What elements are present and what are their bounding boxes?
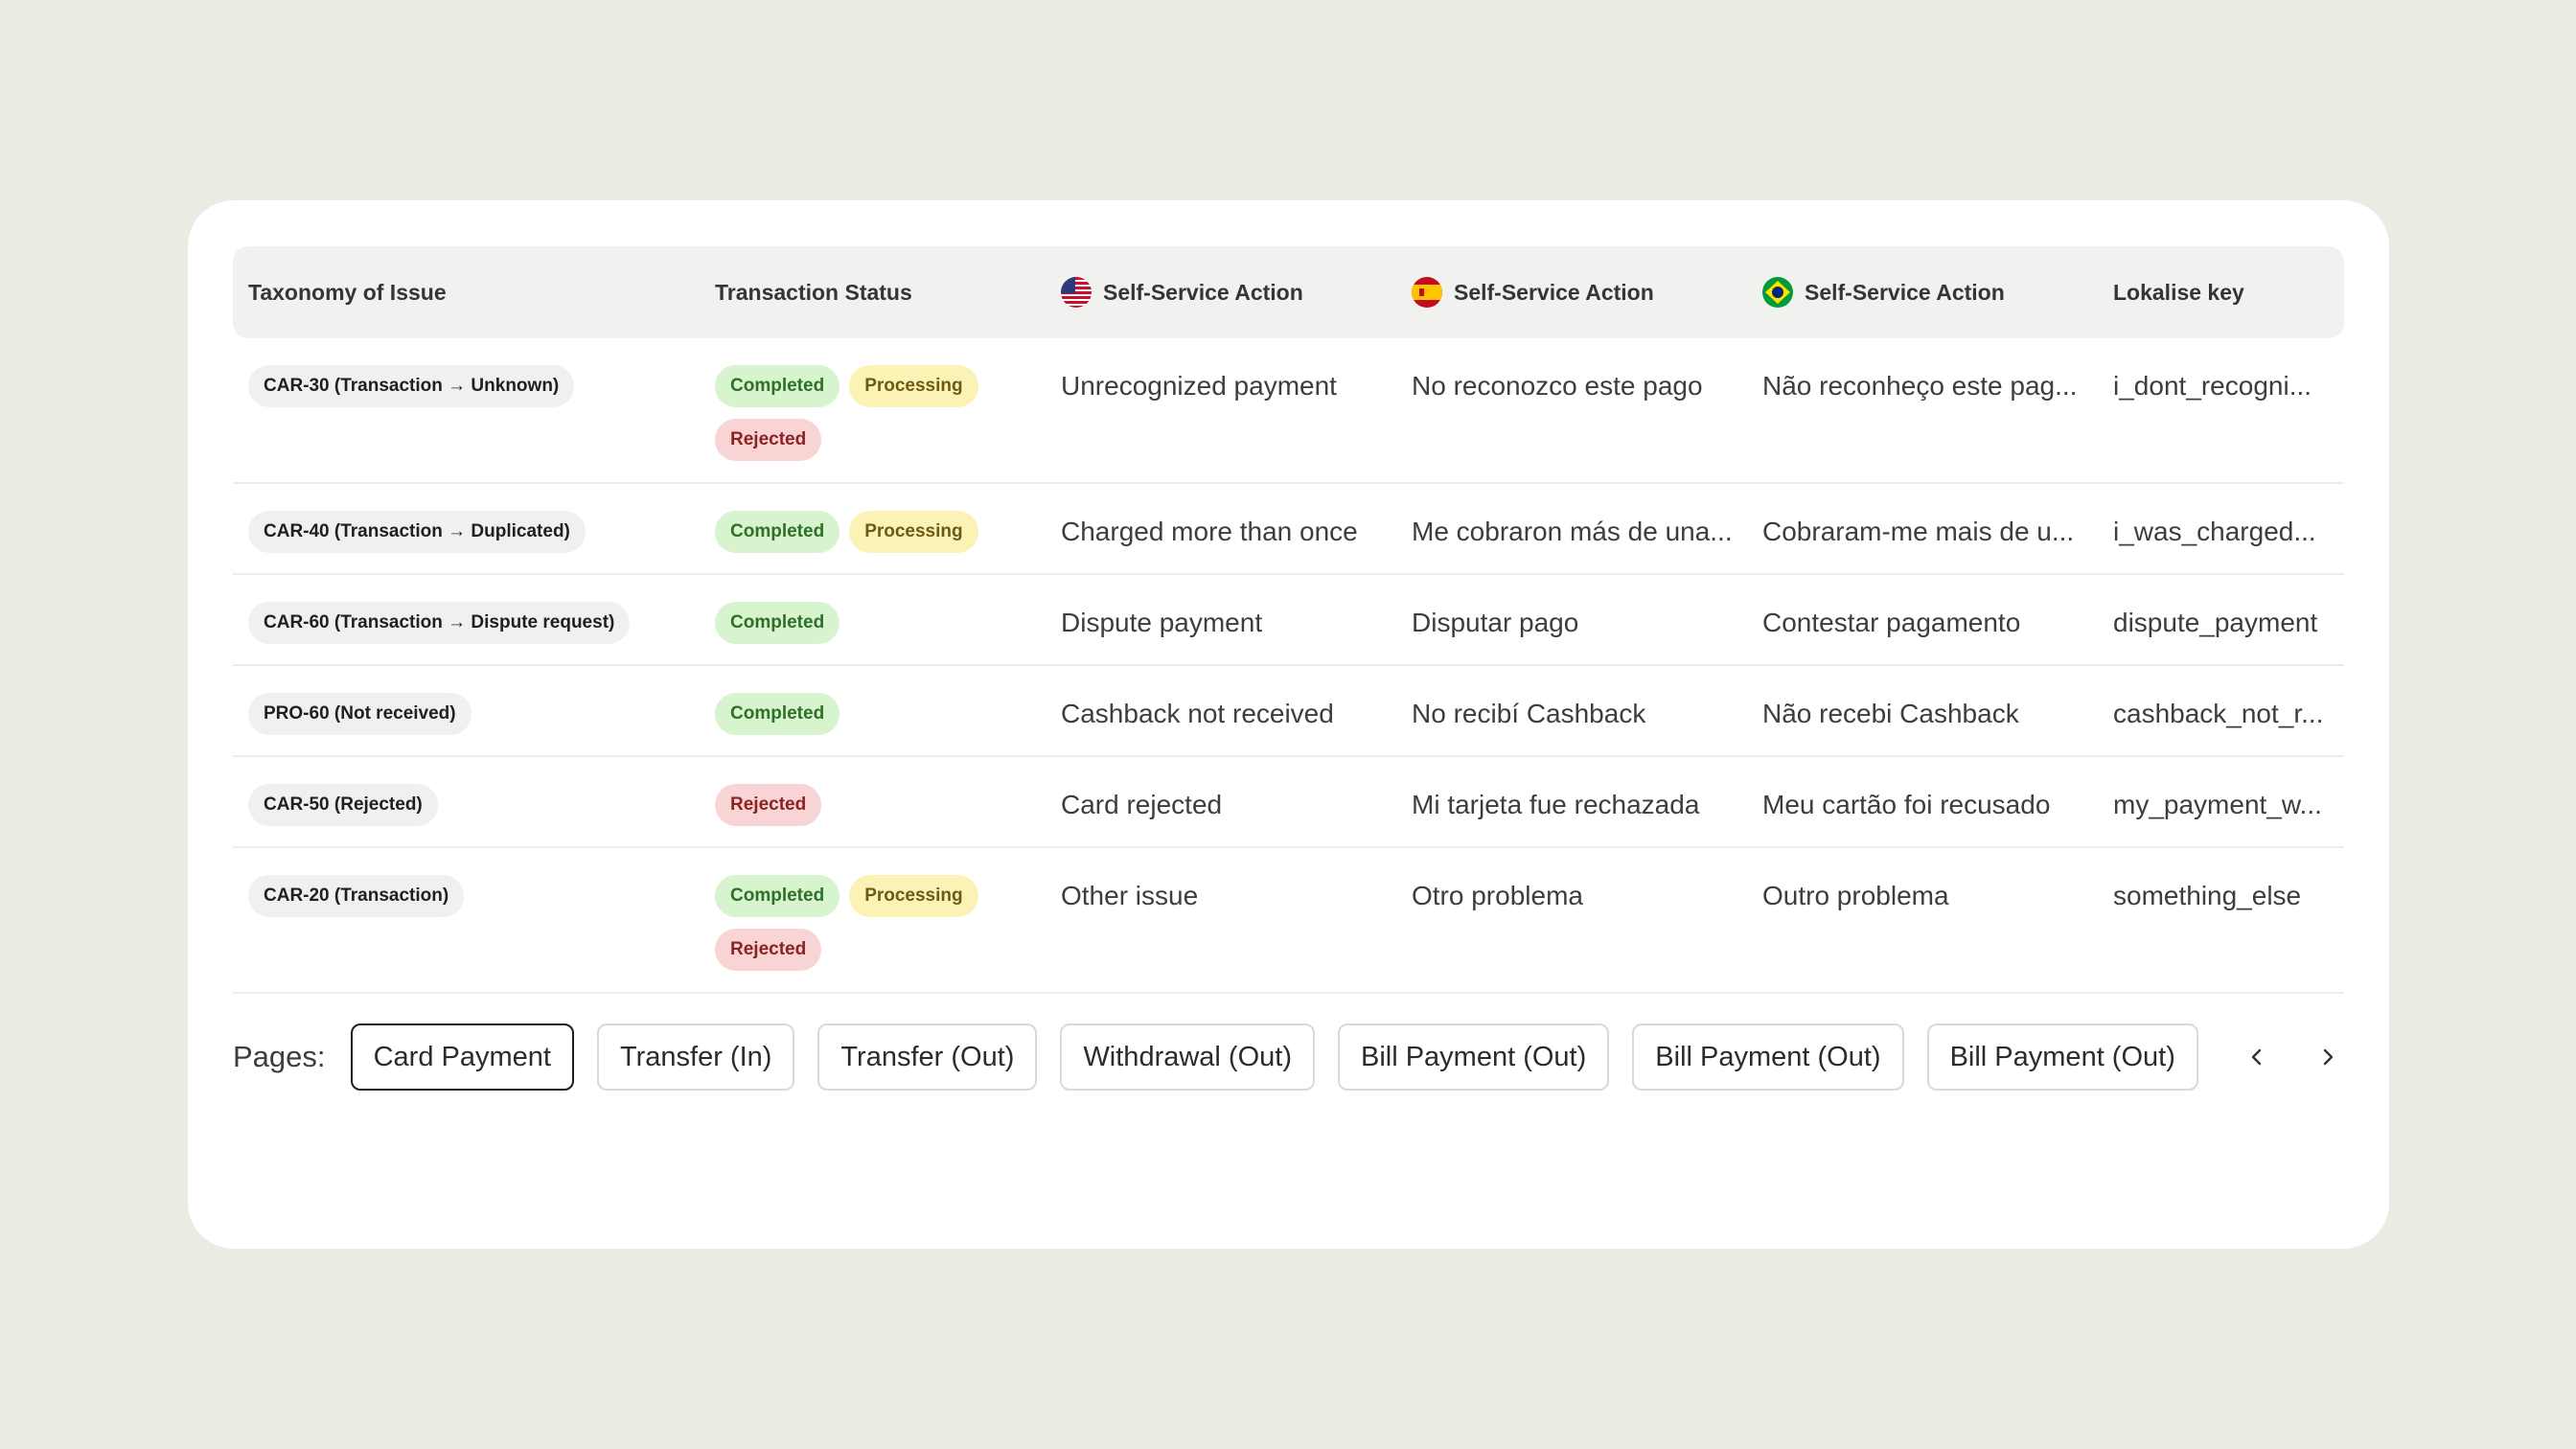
chevron-right-icon[interactable] [2312,1038,2344,1076]
issues-table: Taxonomy of Issue Transaction Status [233,246,2344,994]
es-flag-icon [1412,277,1442,308]
taxonomy-pill: CAR-50 (Rejected) [248,784,438,826]
header-label: Self-Service Action [1805,279,2005,305]
action-es: Me cobraron más de una... [1412,517,1733,546]
status-cell: Completed [700,602,1046,664]
action-en: Card rejected [1061,790,1223,819]
action-es: Mi tarjeta fue rechazada [1412,790,1700,819]
action-pt: Não recebi Cashback [1762,699,2019,728]
lokalise-key: cashback_not_r... [2113,699,2324,728]
action-en: Charged more than once [1061,517,1358,546]
action-pt: Contestar pagamento [1762,608,2021,637]
header-action-en: Self-Service Action [1046,277,1396,308]
status-badge-processing: Processing [849,511,978,553]
chevron-left-icon[interactable] [2241,1038,2273,1076]
lokalise-key: something_else [2113,881,2302,910]
table-header: Taxonomy of Issue Transaction Status [233,246,2344,338]
action-pt: Meu cartão foi recusado [1762,790,2051,819]
taxonomy-cell: PRO-60 (Not received) [233,693,700,755]
lokalise-key: i_dont_recogni... [2113,371,2312,401]
status-badge-completed: Completed [715,875,840,917]
table-row[interactable]: CAR-40 (Transaction → Duplicated) Comple… [233,484,2344,575]
status-badge-processing: Processing [849,365,978,407]
header-label: Self-Service Action [1103,279,1303,305]
pages-label: Pages: [233,1040,326,1073]
table-row[interactable]: CAR-60 (Transaction → Dispute request) C… [233,575,2344,666]
taxonomy-pill: CAR-40 (Transaction → Duplicated) [248,511,586,553]
br-flag-icon [1762,277,1793,308]
taxonomy-cell: CAR-50 (Rejected) [233,784,700,846]
action-es: No recibí Cashback [1412,699,1646,728]
page-tab-card-payment[interactable]: Card Payment [350,1024,574,1091]
action-pt: Não reconheço este pag... [1762,371,2078,401]
us-flag-icon [1061,277,1092,308]
lokalise-key: dispute_payment [2113,608,2318,637]
table-row[interactable]: CAR-30 (Transaction → Unknown) Completed… [233,338,2344,484]
status-badge-rejected: Rejected [715,419,822,461]
page-tab-transfer-out[interactable]: Transfer (Out) [817,1024,1038,1091]
status-cell: Rejected [700,784,1046,846]
header-label: Lokalise key [2113,279,2244,305]
header-lokalise-key: Lokalise key [2098,280,2344,306]
table-row[interactable]: CAR-50 (Rejected) Rejected Card rejected… [233,757,2344,848]
table-row[interactable]: PRO-60 (Not received) Completed Cashback… [233,666,2344,757]
header-label: Taxonomy of Issue [248,279,447,305]
status-badge-completed: Completed [715,693,840,735]
action-es: No reconozco este pago [1412,371,1703,401]
taxonomy-cell: CAR-40 (Transaction → Duplicated) [233,511,700,573]
action-en: Cashback not received [1061,699,1334,728]
page-tab-bill-payment-out[interactable]: Bill Payment (Out) [1337,1024,1610,1091]
status-badge-rejected: Rejected [715,929,822,971]
action-en: Dispute payment [1061,608,1263,637]
taxonomy-pill: CAR-60 (Transaction → Dispute request) [248,602,631,644]
page-tab-bill-payment-out[interactable]: Bill Payment (Out) [1926,1024,2198,1091]
taxonomy-cell: CAR-60 (Transaction → Dispute request) [233,602,700,664]
header-status: Transaction Status [700,280,1046,306]
status-badge-processing: Processing [849,875,978,917]
content-card: Taxonomy of Issue Transaction Status [188,200,2389,1249]
taxonomy-cell: CAR-20 (Transaction) [233,875,700,992]
status-cell: Completed Processing [700,511,1046,573]
page-tab-withdrawal-out[interactable]: Withdrawal (Out) [1060,1024,1315,1091]
action-es: Disputar pago [1412,608,1579,637]
status-cell: Completed Processing Rejected [700,365,1046,482]
header-action-es: Self-Service Action [1396,277,1747,308]
taxonomy-pill: CAR-30 (Transaction → Unknown) [248,365,575,407]
action-en: Unrecognized payment [1061,371,1337,401]
taxonomy-pill: CAR-20 (Transaction) [248,875,465,917]
page-tab-bill-payment-out[interactable]: Bill Payment (Out) [1632,1024,1904,1091]
header-action-pt: Self-Service Action [1747,277,2098,308]
status-badge-completed: Completed [715,365,840,407]
status-badge-completed: Completed [715,602,840,644]
lokalise-key: i_was_charged... [2113,517,2316,546]
status-badge-rejected: Rejected [715,784,822,826]
status-cell: Completed Processing Rejected [700,875,1046,992]
action-en: Other issue [1061,881,1199,910]
header-taxonomy: Taxonomy of Issue [233,280,700,306]
pagination: Pages: Card Payment Transfer (In) Transf… [233,1024,2344,1091]
table-row[interactable]: CAR-20 (Transaction) Completed Processin… [233,848,2344,994]
action-pt: Outro problema [1762,881,1949,910]
page-tab-transfer-in[interactable]: Transfer (In) [596,1024,795,1091]
header-label: Transaction Status [715,279,912,305]
action-pt: Cobraram-me mais de u... [1762,517,2075,546]
lokalise-key: my_payment_w... [2113,790,2322,819]
status-badge-completed: Completed [715,511,840,553]
taxonomy-pill: PRO-60 (Not received) [248,693,472,735]
header-label: Self-Service Action [1454,279,1654,305]
action-es: Otro problema [1412,881,1583,910]
status-cell: Completed [700,693,1046,755]
taxonomy-cell: CAR-30 (Transaction → Unknown) [233,365,700,482]
